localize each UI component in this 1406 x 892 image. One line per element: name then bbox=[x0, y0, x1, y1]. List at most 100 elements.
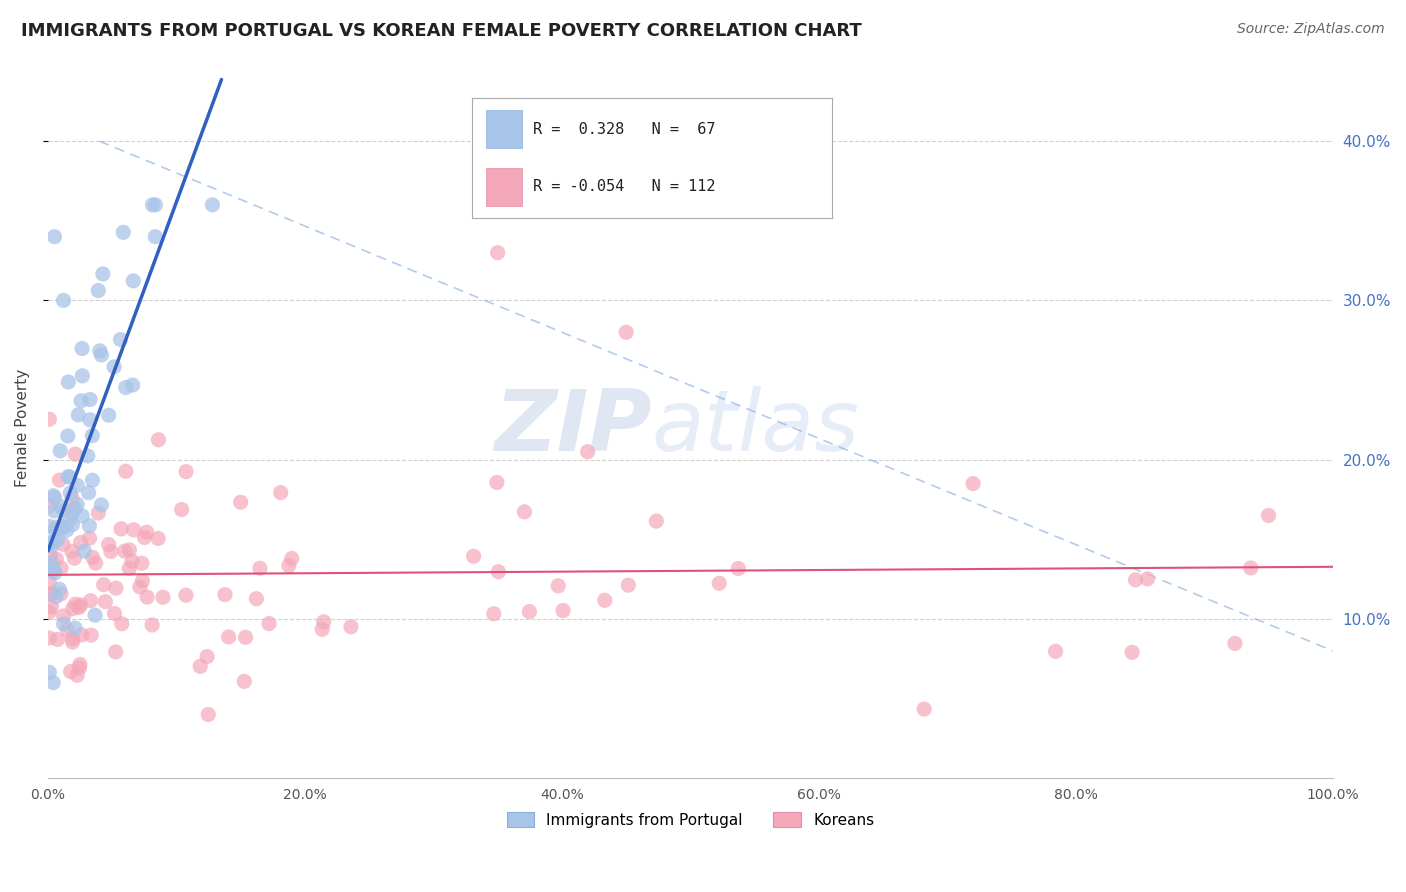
Point bbox=[38, 631, 60, 645]
Point bbox=[1045, 644, 1067, 658]
Point bbox=[76, 449, 98, 463]
Point bbox=[103, 359, 125, 374]
Point bbox=[121, 378, 143, 392]
Point bbox=[49, 587, 72, 601]
Point bbox=[38, 519, 60, 533]
Point bbox=[82, 550, 104, 565]
Point bbox=[576, 444, 599, 458]
Point bbox=[70, 508, 93, 523]
Point bbox=[44, 566, 66, 580]
Point bbox=[1125, 573, 1147, 587]
Point bbox=[277, 558, 299, 573]
Point bbox=[311, 622, 333, 636]
Point bbox=[46, 632, 69, 647]
Point bbox=[84, 556, 107, 570]
Point bbox=[145, 198, 167, 212]
Point bbox=[146, 532, 169, 546]
Point bbox=[59, 486, 82, 500]
Point bbox=[55, 523, 77, 537]
Point bbox=[62, 601, 84, 615]
Point bbox=[45, 552, 67, 566]
Point bbox=[141, 198, 163, 212]
Point bbox=[56, 623, 79, 637]
Point bbox=[122, 523, 145, 537]
Point bbox=[114, 380, 136, 394]
Point bbox=[104, 645, 127, 659]
Y-axis label: Female Poverty: Female Poverty bbox=[15, 368, 30, 487]
Point bbox=[270, 485, 292, 500]
Point bbox=[70, 628, 93, 642]
Point bbox=[513, 505, 536, 519]
Point bbox=[72, 368, 94, 383]
Text: atlas: atlas bbox=[652, 386, 860, 469]
Point bbox=[104, 581, 127, 595]
Point bbox=[41, 586, 63, 600]
Point bbox=[485, 475, 508, 490]
Point bbox=[912, 702, 935, 716]
Point bbox=[114, 544, 136, 558]
Point bbox=[52, 293, 75, 308]
Point bbox=[52, 537, 75, 551]
Point bbox=[52, 616, 75, 631]
Point bbox=[645, 514, 668, 528]
Point bbox=[79, 518, 101, 533]
Point bbox=[42, 489, 65, 503]
Point bbox=[60, 491, 83, 506]
Point bbox=[38, 535, 60, 549]
Point bbox=[197, 707, 219, 722]
Point bbox=[90, 348, 112, 362]
Point bbox=[233, 674, 256, 689]
Point bbox=[152, 591, 174, 605]
Point bbox=[69, 657, 91, 672]
Point bbox=[114, 464, 136, 478]
Point bbox=[62, 635, 84, 649]
Point bbox=[39, 549, 62, 564]
Point bbox=[66, 668, 89, 682]
Point bbox=[48, 582, 70, 597]
Text: Source: ZipAtlas.com: Source: ZipAtlas.com bbox=[1237, 22, 1385, 37]
Point bbox=[49, 561, 72, 575]
Point bbox=[90, 498, 112, 512]
Point bbox=[38, 665, 60, 680]
Point bbox=[235, 630, 257, 644]
Text: ZIP: ZIP bbox=[495, 386, 652, 469]
Point bbox=[257, 616, 280, 631]
Point bbox=[463, 549, 485, 564]
Point bbox=[91, 267, 114, 281]
Point bbox=[59, 470, 82, 484]
Point bbox=[63, 551, 86, 566]
Point bbox=[60, 544, 83, 558]
Point bbox=[188, 659, 211, 673]
Point bbox=[38, 605, 60, 619]
Point bbox=[52, 520, 75, 534]
Point bbox=[174, 588, 197, 602]
Point bbox=[69, 535, 91, 549]
Point bbox=[129, 580, 152, 594]
Point bbox=[41, 599, 63, 614]
Point bbox=[131, 557, 153, 571]
Point bbox=[118, 561, 141, 575]
Point bbox=[41, 539, 63, 553]
Point bbox=[38, 412, 60, 426]
Point bbox=[44, 504, 66, 518]
Point bbox=[482, 607, 505, 621]
Point bbox=[118, 542, 141, 557]
Point bbox=[52, 520, 75, 534]
Point bbox=[66, 478, 89, 492]
Point bbox=[45, 520, 67, 534]
Point bbox=[593, 593, 616, 607]
Point bbox=[67, 661, 90, 675]
Point bbox=[70, 342, 93, 356]
Point bbox=[69, 598, 91, 612]
Point bbox=[195, 649, 218, 664]
Point bbox=[136, 590, 159, 604]
Point bbox=[67, 408, 90, 422]
Point bbox=[201, 198, 224, 212]
Point bbox=[82, 473, 104, 487]
Point bbox=[112, 226, 135, 240]
Point bbox=[56, 429, 79, 443]
Point bbox=[1240, 561, 1263, 575]
Point bbox=[614, 326, 637, 340]
Point bbox=[60, 517, 83, 532]
Point bbox=[67, 600, 90, 615]
